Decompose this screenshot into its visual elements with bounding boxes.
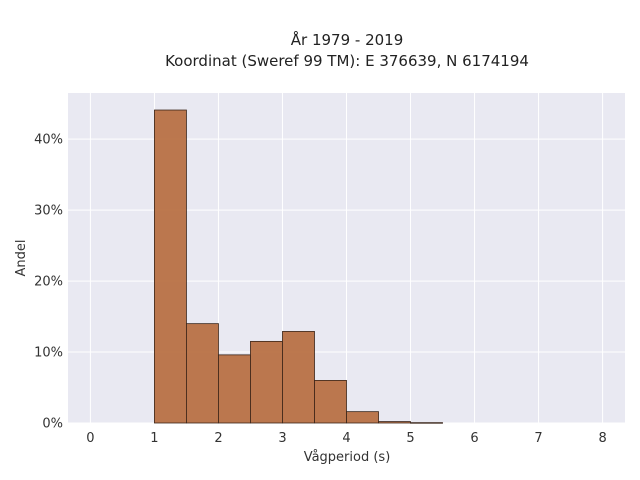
chart-title-line-1: År 1979 - 2019	[291, 30, 404, 49]
x-tick-label: 2	[214, 431, 222, 446]
histogram-bar	[250, 340, 283, 424]
x-tick-label: 3	[278, 431, 286, 446]
x-tick-label: 4	[342, 431, 350, 446]
x-tick-label: 5	[406, 431, 414, 446]
chart-title-line-2: Koordinat (Sweref 99 TM): E 376639, N 61…	[165, 52, 529, 70]
histogram-bar	[154, 109, 187, 424]
x-tick-label: 7	[534, 431, 542, 446]
x-tick-label: 1	[150, 431, 158, 446]
y-axis-label: Andel	[14, 240, 29, 277]
y-tick-label: 10%	[34, 346, 63, 361]
histogram-bar	[218, 354, 251, 424]
y-tick-label: 0%	[42, 417, 63, 432]
x-tick-label: 8	[598, 431, 606, 446]
x-axis-ticks: 0 1 2 3 4 5 6 7 8	[86, 431, 606, 446]
x-tick-label: 6	[470, 431, 478, 446]
x-tick-label: 0	[86, 431, 94, 446]
histogram-bar	[314, 380, 347, 424]
histogram-bar	[378, 421, 411, 424]
histogram-bar	[346, 411, 379, 424]
histogram-bar	[186, 323, 219, 424]
histogram-bars	[154, 109, 443, 424]
histogram-bar	[282, 331, 315, 424]
histogram-bar	[410, 422, 443, 424]
y-tick-label: 20%	[34, 275, 63, 290]
y-axis-ticks: 0% 10% 20% 30% 40%	[34, 133, 63, 432]
x-axis-label: Vågperiod (s)	[304, 450, 391, 465]
y-tick-label: 30%	[34, 204, 63, 219]
y-tick-label: 40%	[34, 133, 63, 148]
